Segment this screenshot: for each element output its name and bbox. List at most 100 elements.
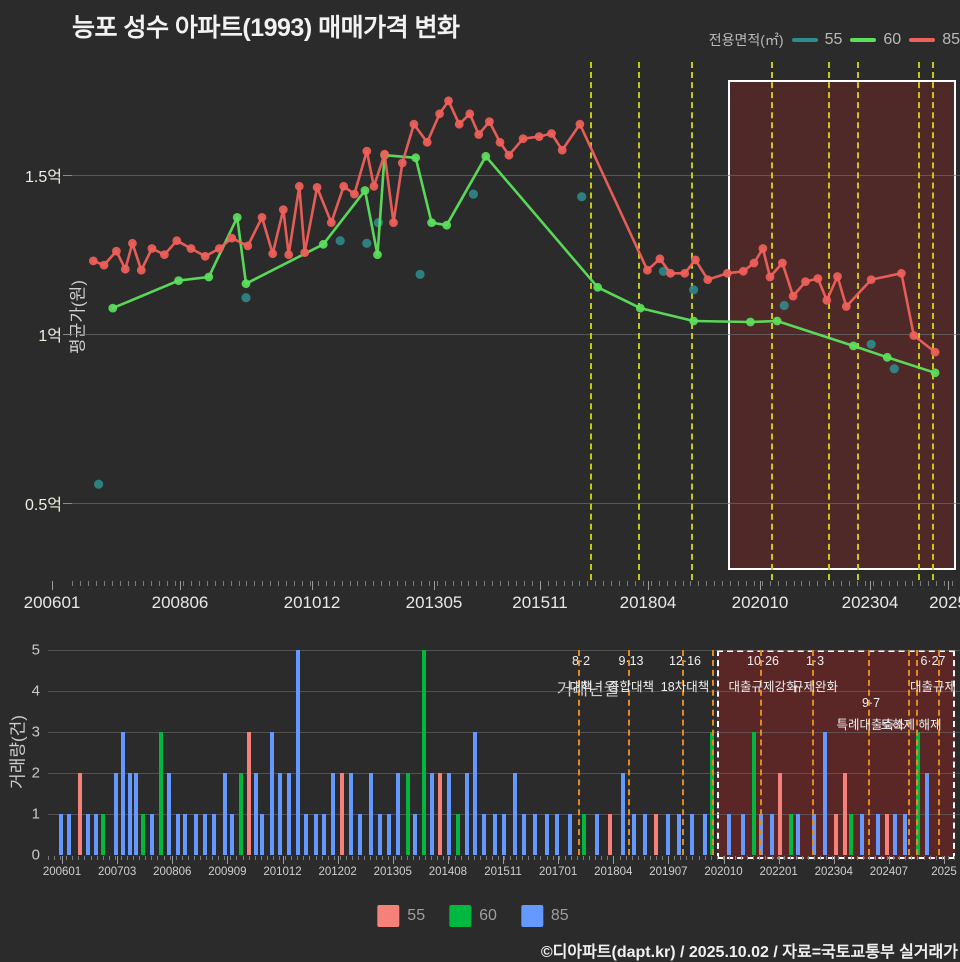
volume-bar[interactable] [631,814,636,855]
volume-bar[interactable] [254,773,259,855]
volume-bar[interactable] [876,814,881,855]
volume-bar[interactable] [321,814,326,855]
volume-bar[interactable] [438,773,443,855]
volume-bar[interactable] [238,773,243,855]
policy-annotation-label: 대출규제강화 [728,680,798,694]
volume-bar[interactable] [330,773,335,855]
bar-legend-item-60[interactable]: 60 [449,905,497,927]
volume-bar[interactable] [823,732,828,855]
volume-bar[interactable] [447,773,452,855]
volume-bar[interactable] [246,732,251,855]
volume-bar[interactable] [141,814,146,855]
volume-bar[interactable] [903,814,908,855]
volume-bar[interactable] [843,773,848,855]
volume-bar[interactable] [223,773,228,855]
volume-bar[interactable] [113,773,118,855]
volume-bar[interactable] [412,814,417,855]
volume-bar[interactable] [396,773,401,855]
legend-item-60[interactable]: 60 [850,31,901,49]
volume-bar[interactable] [86,814,91,855]
volume-bar[interactable] [834,814,839,855]
volume-bar[interactable] [78,773,83,855]
price-point-85 [680,268,690,278]
volume-bar[interactable] [770,814,775,855]
volume-bar[interactable] [726,814,731,855]
volume-bar[interactable] [567,814,572,855]
volume-bar[interactable] [260,814,265,855]
volume-bar[interactable] [128,773,133,855]
volume-bar[interactable] [133,773,138,855]
volume-bar[interactable] [314,814,319,855]
volume-bar[interactable] [848,814,853,855]
volume-bar[interactable] [286,773,291,855]
volume-bar[interactable] [358,814,363,855]
volume-bar[interactable] [777,773,782,855]
volume-bar[interactable] [482,814,487,855]
volume-bar[interactable] [595,814,600,855]
volume-bar[interactable] [502,814,507,855]
volume-bar[interactable] [555,814,560,855]
volume-bar[interactable] [812,814,817,855]
bar-legend-item-55[interactable]: 55 [377,905,425,927]
volume-bar[interactable] [455,814,460,855]
volume-bar[interactable] [892,814,897,855]
volume-bar[interactable] [296,650,301,855]
volume-bar[interactable] [182,814,187,855]
price-plot-area [72,62,960,580]
volume-bar[interactable] [269,732,274,855]
volume-bar[interactable] [369,773,374,855]
volume-bar[interactable] [67,814,72,855]
volume-bar[interactable] [58,814,63,855]
volume-bar[interactable] [788,814,793,855]
volume-bar[interactable] [472,732,477,855]
volume-bar[interactable] [925,773,930,855]
volume-bar[interactable] [175,814,180,855]
volume-bar[interactable] [582,814,587,855]
volume-bar[interactable] [690,814,695,855]
volume-x-tick [376,856,378,860]
volume-bar[interactable] [607,814,612,855]
legend-item-55[interactable]: 55 [791,31,842,49]
volume-bar[interactable] [93,814,98,855]
volume-bar[interactable] [885,814,890,855]
volume-bar[interactable] [666,814,671,855]
bar-legend-label-55: 55 [407,907,426,924]
volume-bar[interactable] [677,814,682,855]
volume-bar[interactable] [166,773,171,855]
volume-bar[interactable] [653,814,658,855]
volume-bar[interactable] [203,814,208,855]
volume-bar[interactable] [150,814,155,855]
volume-bar[interactable] [741,814,746,855]
price-x-tick [531,581,533,586]
volume-bar[interactable] [159,732,164,855]
volume-bar[interactable] [348,773,353,855]
volume-bar[interactable] [522,814,527,855]
volume-bar[interactable] [339,773,344,855]
bar-legend-item-85[interactable]: 85 [520,905,569,927]
volume-bar[interactable] [378,814,383,855]
legend-item-85[interactable]: 85 [909,31,960,49]
volume-bar[interactable] [304,814,309,855]
volume-bar[interactable] [752,732,757,855]
volume-bar[interactable] [405,773,410,855]
volume-bar[interactable] [100,814,105,855]
volume-bar[interactable] [120,732,125,855]
volume-bar[interactable] [642,814,647,855]
volume-bar[interactable] [464,773,469,855]
volume-bar[interactable] [277,773,282,855]
volume-bar[interactable] [493,814,498,855]
volume-bar[interactable] [230,814,235,855]
volume-bar[interactable] [193,814,198,855]
volume-bar[interactable] [421,650,426,855]
volume-bar[interactable] [212,814,217,855]
volume-bar[interactable] [620,773,625,855]
volume-bar[interactable] [795,814,800,855]
volume-bar[interactable] [545,814,550,855]
volume-bar[interactable] [513,773,518,855]
volume-bar[interactable] [859,814,864,855]
volume-bar[interactable] [387,814,392,855]
volume-bar[interactable] [430,773,435,855]
volume-bar[interactable] [533,814,538,855]
volume-bar[interactable] [916,732,921,855]
volume-bar[interactable] [702,814,707,855]
